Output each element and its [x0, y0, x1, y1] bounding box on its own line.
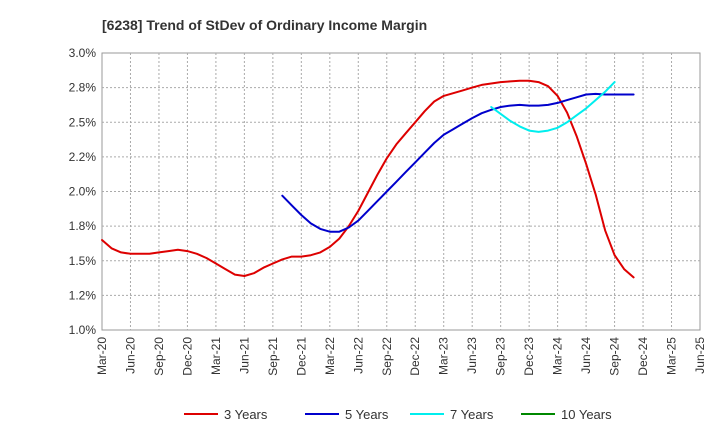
y-tick-label: 1.0% [69, 323, 97, 337]
x-tick-label: Mar-25 [665, 337, 679, 375]
y-tick-label: 2.8% [69, 81, 97, 95]
y-tick-label: 1.8% [69, 219, 97, 233]
x-tick-label: Jun-22 [351, 337, 365, 374]
x-tick-label: Dec-21 [294, 337, 308, 376]
y-tick-label: 2.0% [69, 185, 97, 199]
x-tick-label: Jun-24 [579, 337, 593, 374]
legend-label-3-years: 3 Years [224, 407, 268, 422]
x-tick-label: Jun-25 [693, 337, 707, 374]
legend-label-10-years: 10 Years [561, 407, 612, 422]
x-tick-label: Sep-23 [494, 337, 508, 376]
x-tick-label: Mar-21 [209, 337, 223, 375]
x-tick-label: Mar-20 [95, 337, 109, 375]
x-tick-label: Sep-20 [152, 337, 166, 376]
legend-label-5-years: 5 Years [345, 407, 389, 422]
x-tick-label: Sep-21 [266, 337, 280, 376]
x-axis-tick-labels: Mar-20 Jun-20 Sep-20 Dec-20 Mar-21 Jun-21 Sep-… [95, 337, 707, 376]
y-tick-label: 3.0% [69, 46, 97, 60]
chart-title: [6238] Trend of StDev of Ordinary Income… [102, 17, 427, 33]
x-tick-label: Mar-24 [551, 337, 565, 375]
y-tick-label: 1.2% [69, 288, 97, 302]
y-tick-label: 2.5% [69, 115, 97, 129]
x-tick-label: Mar-23 [437, 337, 451, 375]
series-line-5-years [281, 92, 635, 233]
y-axis-tick-labels: 1.0% 1.2% 1.5% 1.8% 2.0% 2.2% 2.5% 2.8% 3.0% [69, 46, 97, 337]
x-tick-label: Mar-22 [323, 337, 337, 375]
legend-label-7-years: 7 Years [450, 407, 494, 422]
series-line-3-years [101, 79, 635, 279]
x-tick-label: Dec-23 [522, 337, 536, 376]
x-tick-label: Sep-24 [608, 337, 622, 376]
legend: 3 Years 5 Years 7 Years 10 Years [184, 407, 612, 422]
x-tick-label: Jun-21 [237, 337, 251, 374]
y-tick-label: 1.5% [69, 254, 97, 268]
x-tick-label: Dec-20 [180, 337, 194, 376]
x-tick-label: Jun-20 [123, 337, 137, 374]
x-tick-label: Jun-23 [465, 337, 479, 374]
series-line-7-years [490, 81, 616, 133]
x-tick-label: Dec-22 [408, 337, 422, 376]
x-tick-label: Sep-22 [380, 337, 394, 376]
x-tick-label: Dec-24 [636, 337, 650, 376]
plot-area [101, 52, 701, 331]
series-lines [101, 79, 635, 279]
y-tick-label: 2.2% [69, 150, 97, 164]
